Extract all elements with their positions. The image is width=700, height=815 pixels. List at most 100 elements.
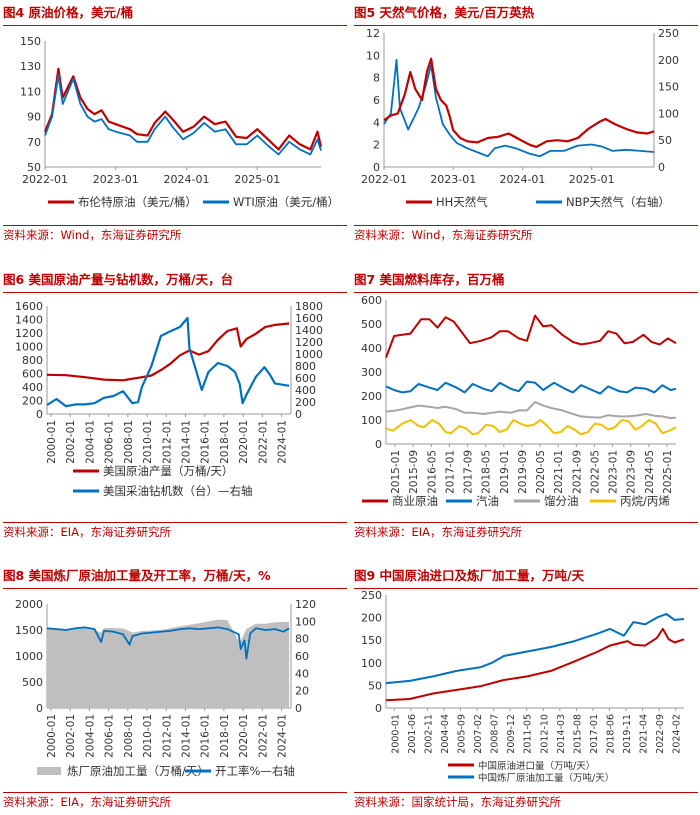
x-tick-label: 2017-01 xyxy=(589,714,600,754)
x-tick-label: 2010-01 xyxy=(142,420,154,464)
x-tick-label: 2017-01 xyxy=(444,450,456,494)
y-tick-label: 200 xyxy=(361,390,382,403)
series-line xyxy=(43,67,323,151)
series-line xyxy=(383,58,655,158)
x-tick-label: 2021-01 xyxy=(553,450,565,494)
x-tick-label: 2008-07 xyxy=(490,714,501,754)
natgas-price-chart: 0 2 4 6 8 10 12 0 50 100 150 200 250 2022-01 2023-01 20… xyxy=(361,27,679,209)
y-tick-label: 1500 xyxy=(15,624,43,637)
legend-label: 美国采油钻机数（台）—右轴 xyxy=(103,484,253,498)
x-tick-label: 2017-09 xyxy=(463,450,475,494)
legend-label: 炼厂原油加工量（万桶/天） xyxy=(67,764,209,778)
x-tick-label: 2023-01 xyxy=(430,173,476,186)
y2-tick-label: 0 xyxy=(295,408,302,421)
y2-tick-label: 20 xyxy=(295,685,309,698)
x-tick-label: 2019-01 xyxy=(499,450,511,494)
y2-tick-label: 1600 xyxy=(295,312,323,325)
panel-us-fuel-inventory: 图7 美国燃料库存，百万桶 0 100 200 300 400 500 600 2015-01… xyxy=(354,270,698,540)
panel-natgas-price: 图5 天然气价格，美元/百万英热 0 2 4 6 8 10 12 0 50 100 150 200 25… xyxy=(354,3,698,243)
x-tick-label: 2012-10 xyxy=(539,714,550,754)
y2-tick-label: 80 xyxy=(295,633,309,646)
panel-title: 图9 中国原油进口及炼厂加工量，万吨/天 xyxy=(354,566,698,589)
legend-label: 布伦特原油（美元/桶） xyxy=(78,195,197,209)
y-tick-label: 10 xyxy=(366,49,380,62)
x-tick-label: 2014-01 xyxy=(180,420,192,464)
panel-source: 资料来源：Wind，东海证券研究所 xyxy=(354,225,698,244)
x-tick-label: 2021-04 xyxy=(639,714,650,754)
series-line xyxy=(385,613,685,685)
crude-price-chart: 50 70 90 110 130 150 2022-01 2023-01 2024-01 2025… xyxy=(20,35,339,209)
x-tick-label: 2023-01 xyxy=(93,173,139,186)
y-tick-label: 150 xyxy=(361,634,382,647)
y-tick-label: 1000 xyxy=(15,341,43,354)
y-tick-label: 1000 xyxy=(15,650,43,663)
x-tick-label: 2018-06 xyxy=(606,714,617,754)
y2-tick-label: 0 xyxy=(658,161,665,174)
x-tick-label: 2022-01 xyxy=(361,173,407,186)
x-tick-label: 2021-09 xyxy=(571,450,583,494)
legend-label: 开工率%—右轴 xyxy=(215,764,295,778)
x-tick-label: 2007-02 xyxy=(473,714,484,754)
x-tick-label: 2015-01 xyxy=(390,450,402,494)
x-tick-label: 2016-01 xyxy=(200,714,212,758)
y-tick-label: 600 xyxy=(361,294,382,307)
x-tick-label: 2015-09 xyxy=(408,450,420,494)
y2-tick-label: 50 xyxy=(658,134,672,147)
x-tick-label: 2018-01 xyxy=(219,420,231,464)
x-tick-label: 2011-05 xyxy=(523,714,534,754)
x-tick-label: 2000-01 xyxy=(390,714,401,754)
x-tick-label: 2020-01 xyxy=(238,420,250,464)
y-tick-label: 1400 xyxy=(15,314,43,327)
y2-tick-label: 100 xyxy=(295,615,316,628)
x-tick-label: 2022-09 xyxy=(655,714,666,754)
x-tick-label: 2010-01 xyxy=(142,714,154,758)
y2-tick-label: 40 xyxy=(295,667,309,680)
refinery-chart: 0 500 1000 1500 2000 0 20 40 60 80 100 120 2000-01 20… xyxy=(15,598,316,778)
y-tick-label: 0 xyxy=(36,408,43,421)
x-tick-label: 2015-08 xyxy=(572,714,583,754)
x-tick-label: 2019-11 xyxy=(622,714,633,754)
panel-title: 图8 美国炼厂原油加工量及开工率，万桶/天，% xyxy=(3,566,347,589)
y-tick-label: 500 xyxy=(361,318,382,331)
y-tick-label: 4 xyxy=(373,116,380,129)
x-tick-label: 2022-01 xyxy=(257,714,269,758)
panel-us-refinery: 图8 美国炼厂原油加工量及开工率，万桶/天，% 0 500 1000 1500 2000… xyxy=(3,566,347,812)
china-crude-chart: 0 50 100 150 200 250 2000-01 2001-06 2002-11 2004… xyxy=(361,590,685,784)
legend-label: 美国原油产量（万桶/天） xyxy=(103,464,233,478)
legend-swatch xyxy=(37,767,61,775)
legend-label: 中国原油进口量（万吨/天） xyxy=(478,760,595,772)
panel-title: 图4 原油价格，美元/桶 xyxy=(3,3,347,26)
y2-tick-label: 200 xyxy=(658,54,679,67)
y-tick-label: 100 xyxy=(361,657,382,670)
y2-tick-label: 600 xyxy=(295,372,316,385)
y-tick-label: 250 xyxy=(361,590,382,602)
y-tick-label: 600 xyxy=(22,368,43,381)
y-tick-label: 200 xyxy=(361,612,382,625)
y2-tick-label: 60 xyxy=(295,650,309,663)
x-tick-label: 2012-01 xyxy=(161,420,173,464)
legend-label: 商业原油 xyxy=(392,494,438,508)
x-tick-label: 2024-01 xyxy=(277,714,289,758)
y-tick-label: 50 xyxy=(27,161,41,174)
x-tick-label: 2024-01 xyxy=(499,173,545,186)
x-tick-label: 2000-01 xyxy=(46,420,58,464)
panel-source: 资料来源：EIA，东海证券研究所 xyxy=(354,522,698,541)
x-tick-label: 2020-01 xyxy=(238,714,250,758)
y-tick-label: 400 xyxy=(22,381,43,394)
x-tick-label: 2001-06 xyxy=(407,714,418,754)
y-tick-label: 110 xyxy=(20,85,41,98)
panel-us-production-rigs: 图6 美国原油产量与钻机数，万桶/天，台 0 200 400 600 800 1000 12… xyxy=(3,270,347,540)
x-tick-label: 2023-09 xyxy=(626,450,638,494)
x-tick-label: 2014-03 xyxy=(556,714,567,754)
series-line xyxy=(385,627,685,702)
x-tick-label: 2008-01 xyxy=(123,420,135,464)
y-tick-label: 12 xyxy=(366,27,380,40)
panel-source: 资料来源：EIA，东海证券研究所 xyxy=(3,792,347,811)
fuel-inventory-chart: 0 100 200 300 400 500 600 2015-01 2015-09 2016-05… xyxy=(361,294,677,508)
panel-title: 图5 天然气价格，美元/百万英热 xyxy=(354,3,698,26)
series-line xyxy=(46,316,290,408)
legend-label: HH天然气 xyxy=(436,195,488,209)
series-area xyxy=(47,619,290,708)
y-tick-label: 150 xyxy=(20,35,41,48)
